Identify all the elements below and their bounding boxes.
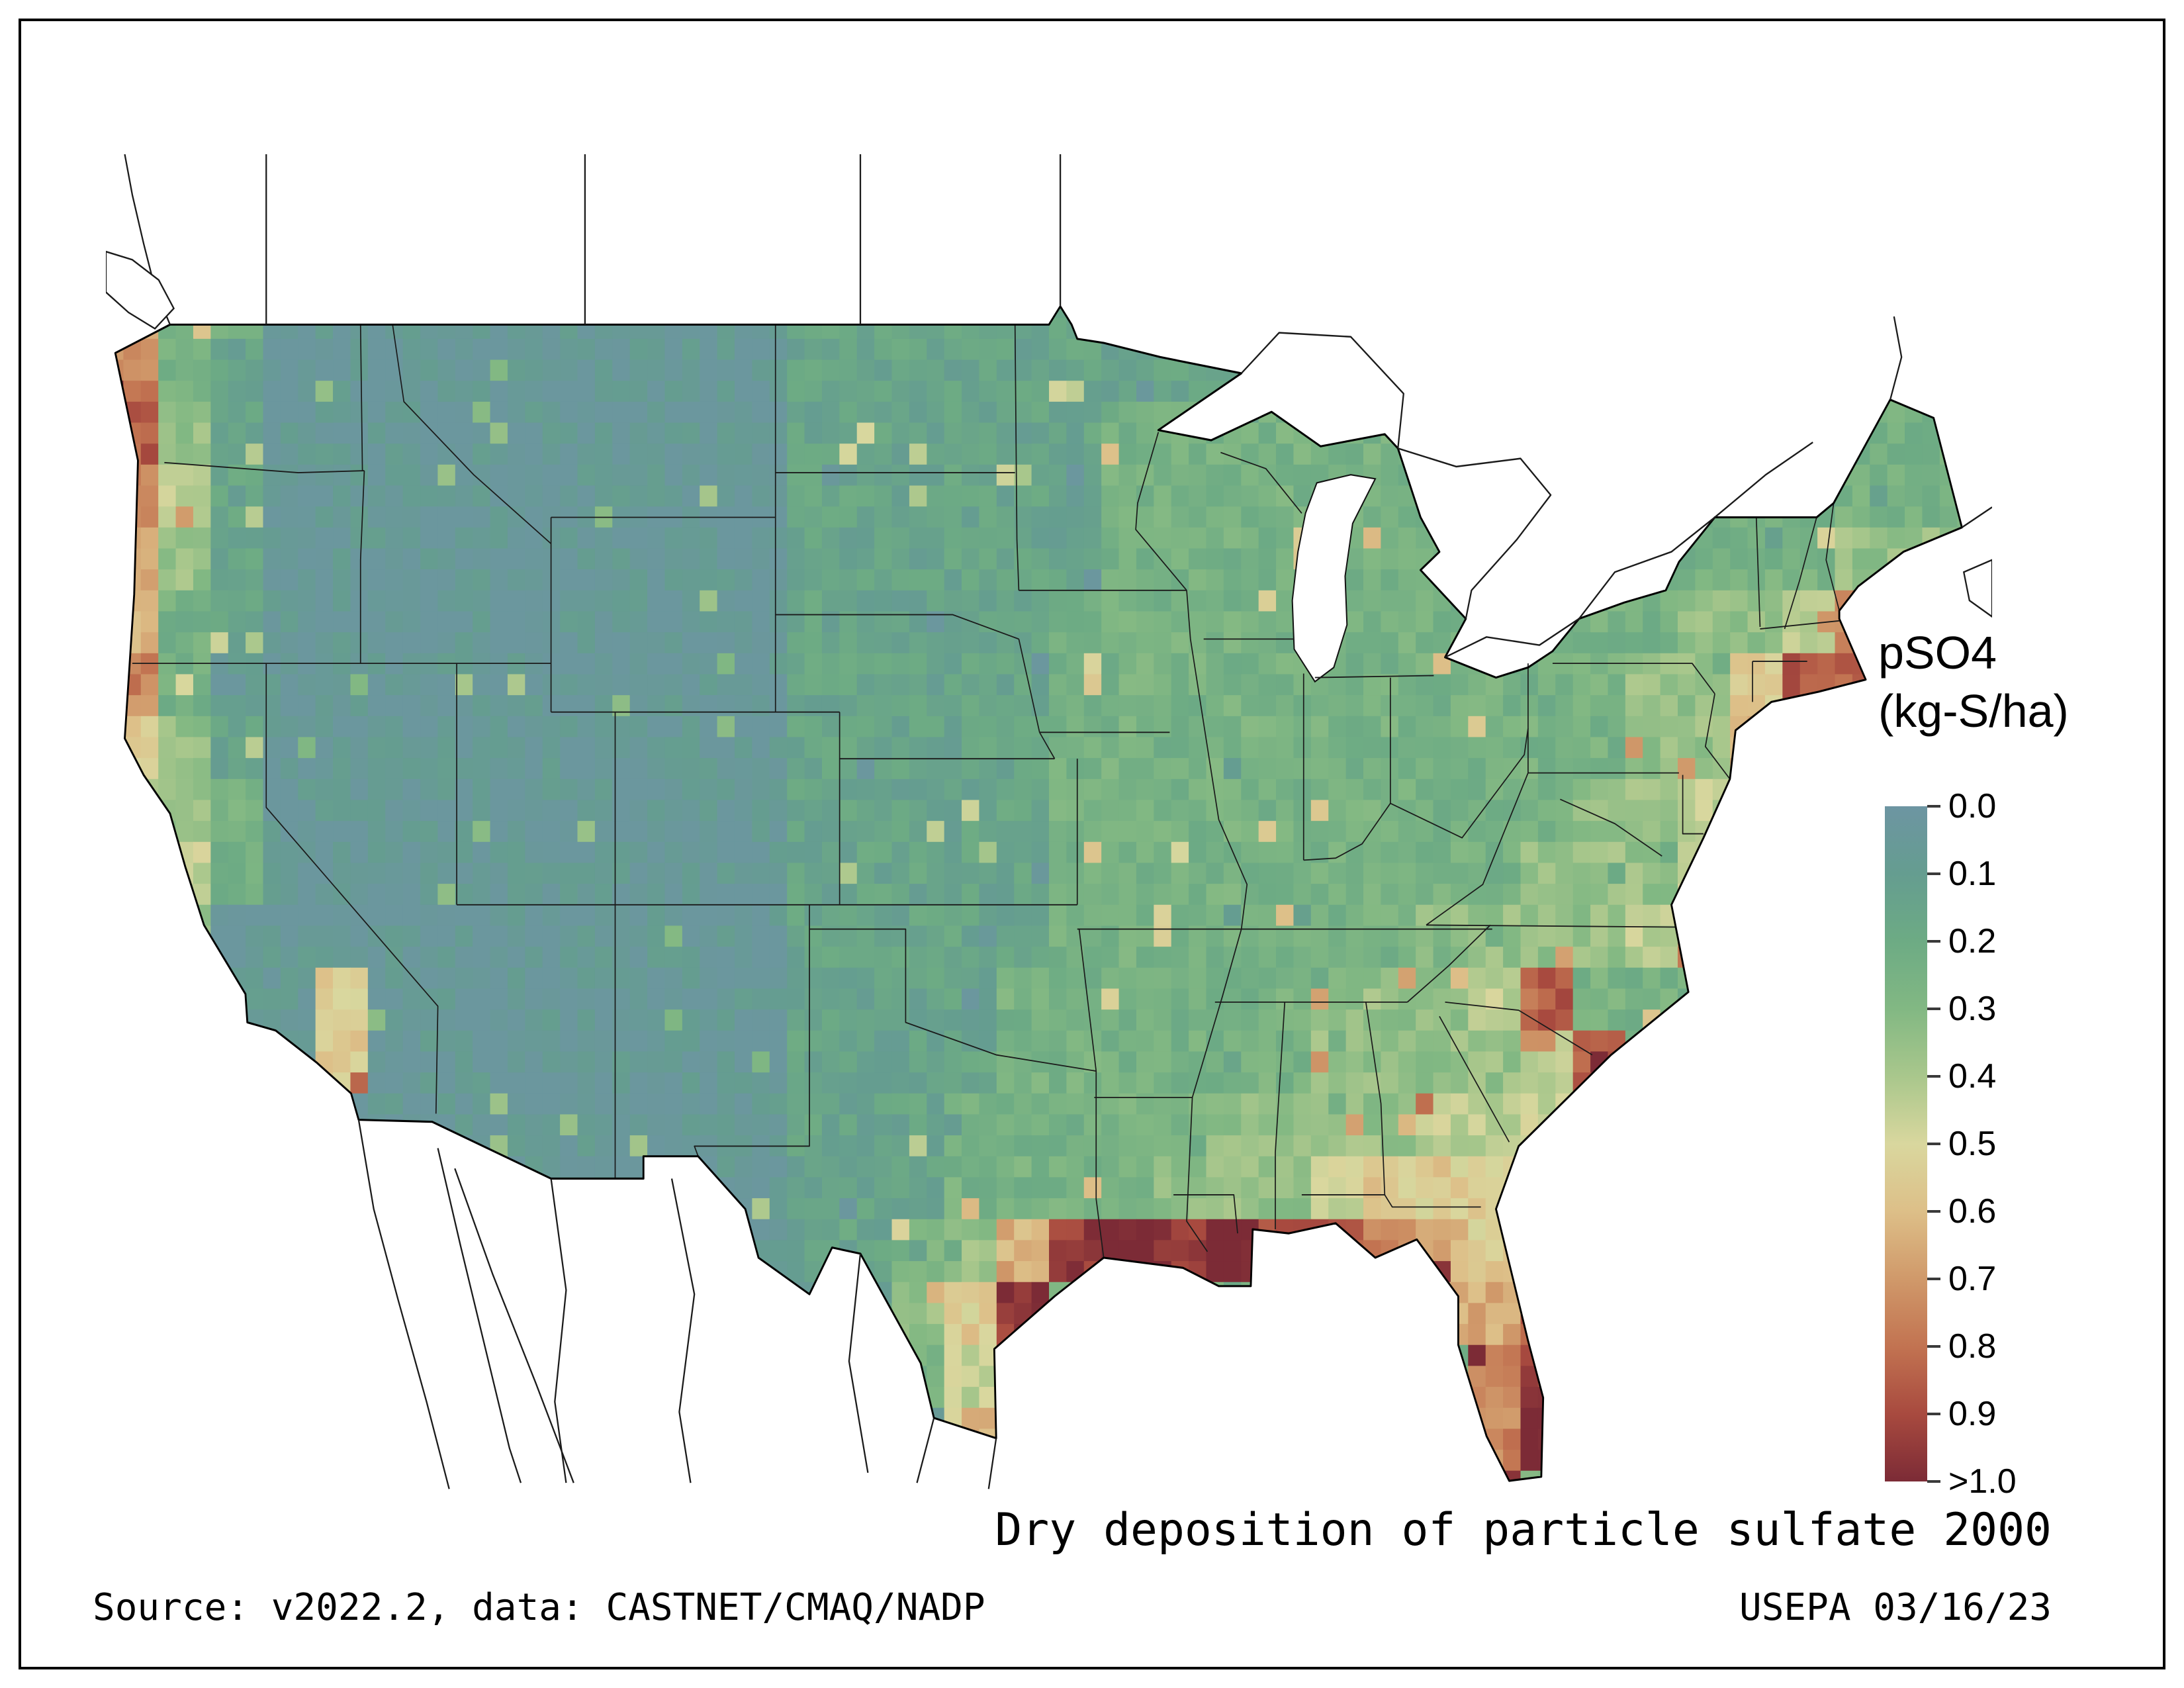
colorbar-tick	[1927, 1075, 1940, 1078]
colorbar-tick-label: 0.1	[1948, 855, 1997, 893]
state-borders	[132, 324, 1840, 1258]
vancouver-island	[106, 250, 175, 330]
nova-scotia	[1962, 559, 1992, 618]
figure-border	[19, 19, 2165, 1669]
mexico-borders	[357, 1119, 997, 1489]
colorbar-tick	[1927, 1413, 1940, 1415]
legend-units: (kg-S/ha)	[1878, 685, 2069, 737]
colorbar-tick	[1927, 1210, 1940, 1213]
colorbar-tick	[1927, 1345, 1940, 1348]
colorbar-tick-label: 0.0	[1948, 787, 1997, 825]
colorbar-tick-label: 0.2	[1948, 922, 1997, 961]
map-caption: Dry deposition of particle sulfate 2000	[995, 1504, 2052, 1556]
colorbar-tick	[1927, 872, 1940, 875]
colorbar-tick	[1927, 940, 1940, 943]
colorbar-tick	[1927, 805, 1940, 808]
colorbar-tick-label: 0.3	[1948, 990, 1997, 1028]
colorbar-tick-label: 0.5	[1948, 1125, 1997, 1163]
agency-date: USEPA 03/16/23	[1739, 1586, 2052, 1629]
colorbar-gradient	[1885, 806, 1927, 1481]
colorbar-tick	[1927, 1008, 1940, 1010]
colorbar-tick-label: >1.0	[1948, 1462, 2017, 1501]
colorbar	[1885, 806, 1927, 1481]
us-deposition-map	[106, 154, 1992, 1489]
colorbar-tick	[1927, 1143, 1940, 1145]
lake-michigan	[1291, 474, 1377, 683]
legend-title: pSO4	[1878, 627, 1997, 679]
canada-borders	[124, 154, 1992, 659]
source-note: Source: v2022.2, data: CASTNET/CMAQ/NADP	[93, 1586, 985, 1629]
us-outline	[114, 305, 1963, 1482]
colorbar-tick-label: 0.9	[1948, 1395, 1997, 1433]
colorbar-tick-label: 0.4	[1948, 1057, 1997, 1096]
colorbar-tick-label: 0.6	[1948, 1192, 1997, 1231]
colorbar-tick	[1927, 1480, 1940, 1483]
colorbar-tick-label: 0.8	[1948, 1327, 1997, 1366]
colorbar-tick	[1927, 1278, 1940, 1280]
colorbar-tick-label: 0.7	[1948, 1260, 1997, 1298]
